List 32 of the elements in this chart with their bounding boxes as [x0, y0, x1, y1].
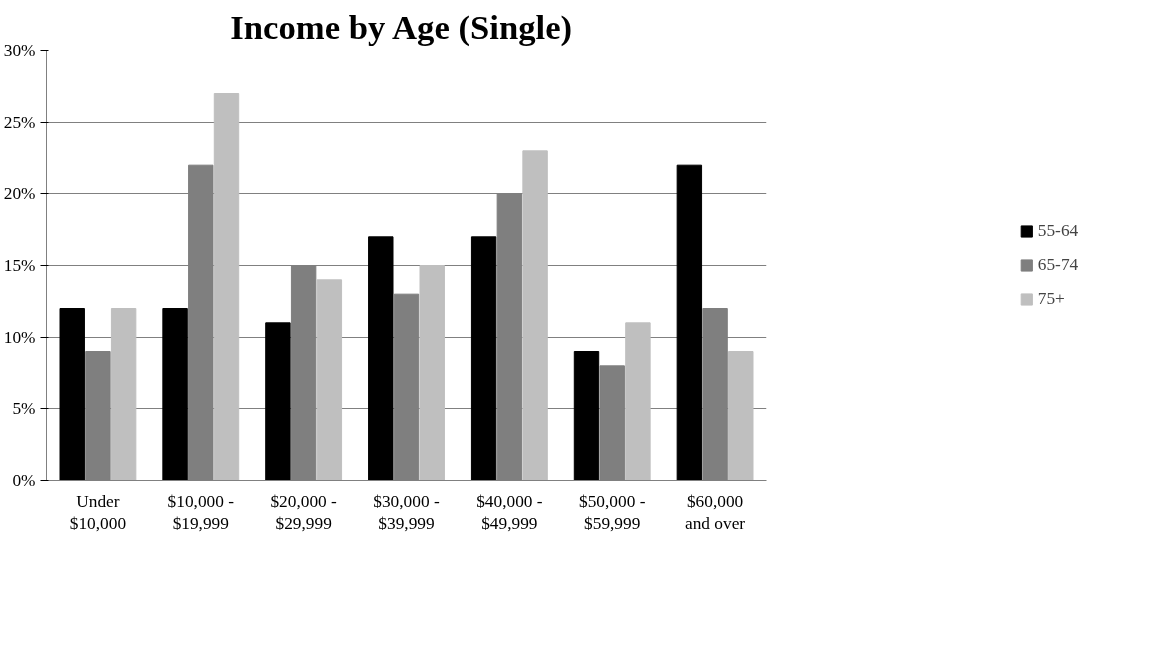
bar: [368, 236, 394, 481]
x-tick-label: $20,000 - $29,999: [270, 491, 338, 534]
bar: [59, 308, 85, 481]
x-tick-label: $30,000 - $39,999: [373, 491, 440, 534]
legend-label: 75+: [1037, 289, 1065, 309]
legend-label: 65-74: [1037, 255, 1079, 275]
y-tick-label: 30%: [3, 41, 36, 60]
bar: [316, 279, 343, 481]
x-tick-label: $60,000 and over: [685, 491, 746, 534]
x-tick-label: $10,000 - $19,999: [167, 491, 235, 534]
y-tick-label: 20%: [3, 184, 36, 204]
x-tick-label: $50,000 - $59,999: [579, 491, 646, 534]
y-tick-label: 5%: [12, 399, 36, 419]
bar: [213, 93, 240, 481]
bar: [419, 265, 445, 481]
x-tick-label: $40,000 - $49,999: [476, 491, 543, 534]
bar: [573, 351, 600, 481]
y-tick-label: 10%: [3, 327, 36, 347]
bar: [728, 351, 754, 481]
bar: [110, 308, 137, 481]
chart-title: Income by Age (Single): [230, 7, 573, 47]
x-tick-label: Under $10,000: [69, 491, 127, 534]
bar: [625, 322, 651, 481]
y-tick-label: 15%: [3, 256, 36, 275]
bar: [470, 236, 497, 481]
bar: [265, 322, 291, 481]
bar: [162, 308, 188, 481]
y-tick-label: 25%: [3, 112, 36, 132]
legend-label: 55-64: [1037, 221, 1079, 241]
y-tick-label: 0%: [12, 471, 36, 490]
bar: [676, 164, 703, 481]
bar: [522, 150, 548, 481]
